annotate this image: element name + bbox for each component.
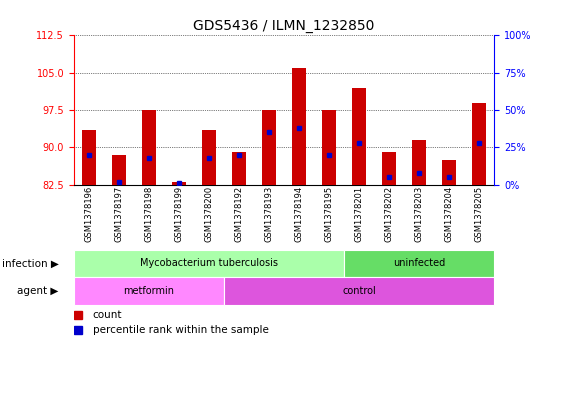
Text: count: count: [93, 310, 122, 320]
Bar: [344, 250, 494, 277]
Bar: [442, 160, 456, 185]
Bar: [172, 182, 186, 185]
Bar: [224, 277, 494, 305]
Bar: [262, 110, 275, 185]
Bar: [82, 130, 95, 185]
Bar: [352, 88, 366, 185]
Bar: [382, 152, 396, 185]
Bar: [473, 103, 486, 185]
Bar: [202, 130, 216, 185]
Text: infection ▶: infection ▶: [2, 258, 59, 268]
Text: Mycobacterium tuberculosis: Mycobacterium tuberculosis: [140, 258, 278, 268]
Bar: [142, 110, 156, 185]
Bar: [232, 152, 246, 185]
Text: metformin: metformin: [123, 286, 174, 296]
Title: GDS5436 / ILMN_1232850: GDS5436 / ILMN_1232850: [193, 19, 375, 33]
Bar: [112, 155, 126, 185]
Text: agent ▶: agent ▶: [18, 286, 59, 296]
Bar: [74, 250, 344, 277]
Bar: [293, 68, 306, 185]
Text: control: control: [342, 286, 376, 296]
Bar: [412, 140, 426, 185]
Text: percentile rank within the sample: percentile rank within the sample: [93, 325, 269, 335]
Bar: [74, 277, 224, 305]
Bar: [322, 110, 336, 185]
Text: uninfected: uninfected: [393, 258, 445, 268]
